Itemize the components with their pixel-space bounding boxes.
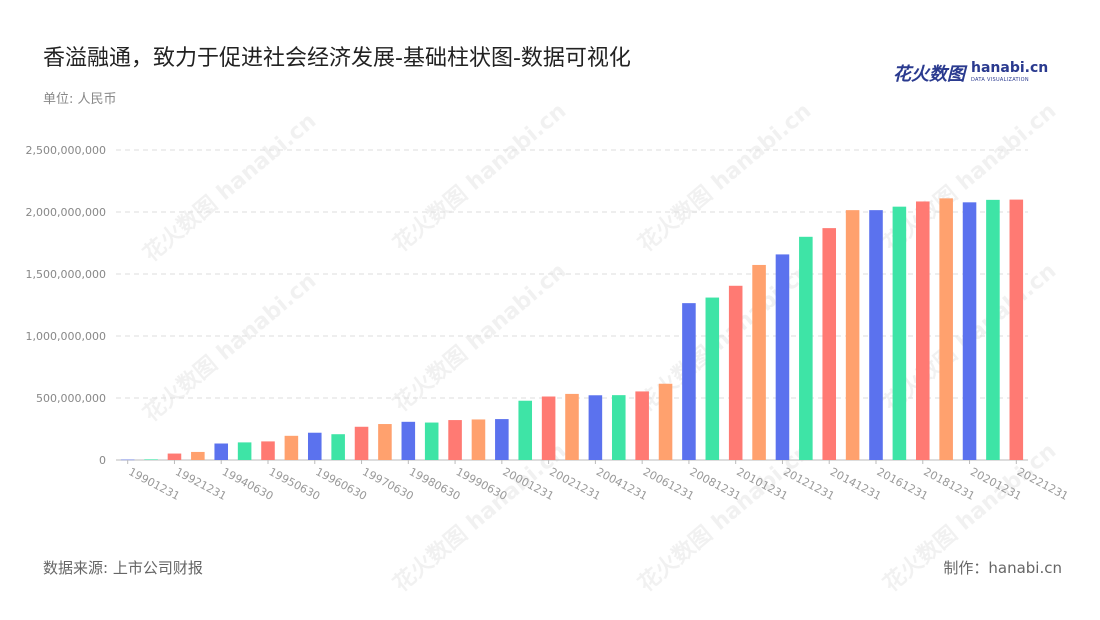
- y-tick-label: 1,500,000,000: [26, 268, 106, 281]
- bar: [495, 419, 509, 460]
- x-tick-label: 20061231: [641, 465, 697, 503]
- bar: [284, 435, 299, 460]
- bar: [892, 206, 907, 460]
- bar: [471, 419, 486, 460]
- brand-logo: 花火数图 hanabi.cn DATA VISUALIZATION: [893, 60, 1053, 88]
- x-tick-label: 20081231: [688, 465, 744, 503]
- x-tick-label: 19901231: [126, 465, 182, 503]
- x-axis: 1990123119921231199406301995063019960630…: [126, 460, 1070, 503]
- x-tick-label: 20021231: [547, 465, 603, 503]
- bar: [1009, 199, 1024, 460]
- x-tick-label: 19940630: [220, 465, 276, 503]
- x-tick-label: 20201231: [968, 465, 1024, 503]
- bar: [518, 400, 533, 460]
- bar: [424, 422, 439, 460]
- bar: [658, 383, 673, 460]
- bar: [588, 395, 603, 460]
- bar: [728, 285, 743, 460]
- x-tick-label: 20001231: [500, 465, 556, 503]
- x-tick-label: 20121231: [781, 465, 837, 503]
- bar: [237, 442, 252, 460]
- y-tick-label: 1,000,000,000: [26, 330, 106, 343]
- bar: [775, 254, 790, 460]
- x-tick-label: 20181231: [921, 465, 977, 503]
- bar: [986, 199, 1000, 460]
- bar: [845, 210, 860, 460]
- bar: [682, 303, 696, 460]
- chart-title: 香溢融通，致力于促进社会经济发展-基础柱状图-数据可视化: [43, 46, 631, 71]
- maker-credit: 制作：hanabi.cn: [943, 559, 1062, 577]
- bar: [962, 202, 977, 460]
- logo-en-text: hanabi.cn: [971, 60, 1049, 76]
- x-tick-label: 20161231: [875, 465, 931, 503]
- data-source: 数据来源: 上市公司财报: [43, 559, 203, 577]
- bar: [261, 441, 275, 460]
- bar: [307, 432, 322, 460]
- x-tick-label: 19970630: [360, 465, 416, 503]
- bar: [915, 201, 930, 460]
- x-tick-label: 20041231: [594, 465, 650, 503]
- bar: [354, 426, 369, 460]
- bar: [635, 391, 649, 460]
- y-tick-label: 2,500,000,000: [26, 144, 106, 157]
- y-axis: 0 500,000,000 1,000,000,000 1,500,000,000 2,…: [26, 144, 1028, 467]
- x-tick-label: 20101231: [734, 465, 790, 503]
- unit-label: 单位: 人民币: [43, 92, 117, 107]
- x-tick-label: 19990630: [454, 465, 510, 503]
- x-tick-label: 19960630: [313, 465, 369, 503]
- logo-sub-text: DATA VISUALIZATION: [971, 77, 1029, 83]
- bar: [565, 393, 579, 460]
- bar: [541, 396, 556, 460]
- bar: [705, 297, 720, 460]
- y-tick-label: 500,000,000: [36, 392, 106, 405]
- bar: [939, 198, 953, 461]
- bar: [120, 459, 135, 461]
- x-tick-label: 20141231: [828, 465, 884, 503]
- bar: [611, 395, 626, 460]
- bar: [401, 421, 416, 460]
- logo-cn-text: 花火数图: [893, 64, 965, 85]
- y-tick-label: 2,000,000,000: [26, 206, 106, 219]
- bar: [799, 236, 813, 460]
- x-tick-label: 20221231: [1015, 465, 1071, 503]
- y-tick-label: 0: [99, 454, 106, 467]
- bar: [214, 443, 229, 460]
- bars: [120, 198, 1024, 461]
- x-tick-label: 19980630: [407, 465, 463, 503]
- bar: [191, 451, 205, 460]
- bar: [144, 459, 158, 460]
- bar: [378, 424, 392, 460]
- bar: [167, 453, 182, 460]
- bar: [822, 228, 837, 460]
- bar: [448, 420, 462, 460]
- x-tick-label: 19921231: [173, 465, 229, 503]
- bar: [869, 210, 883, 460]
- bar: [752, 264, 766, 460]
- bar: [331, 434, 345, 460]
- grid-lines: [116, 149, 1028, 399]
- x-tick-label: 19950630: [267, 465, 323, 503]
